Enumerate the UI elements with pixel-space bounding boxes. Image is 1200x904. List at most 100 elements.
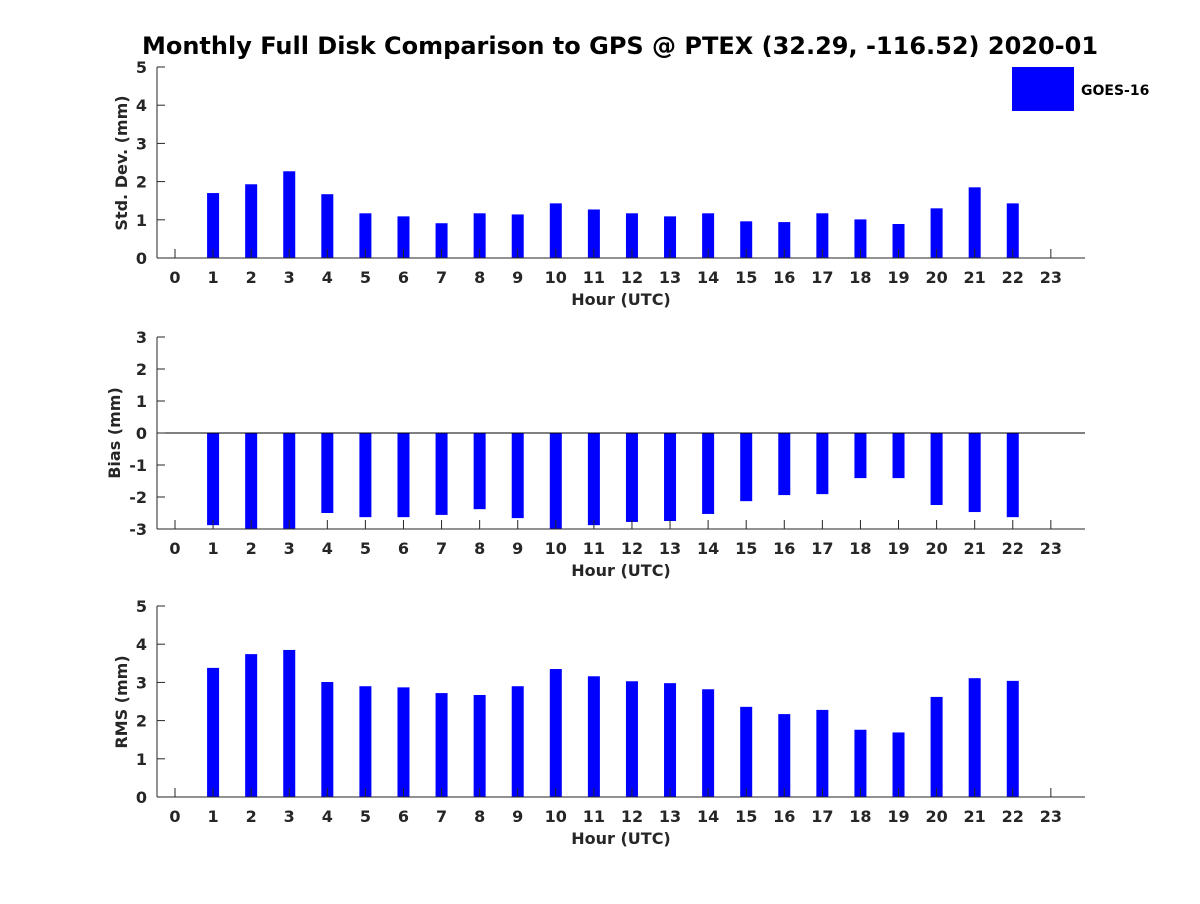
x-tick-label: 1 bbox=[208, 807, 219, 826]
bar-hour-3 bbox=[283, 433, 296, 529]
x-tick-label: 21 bbox=[964, 539, 986, 558]
y-tick-label: 1 bbox=[136, 211, 147, 230]
y-tick-label: 0 bbox=[136, 249, 147, 268]
y-tick-label: 0 bbox=[136, 788, 147, 807]
x-tick-label: 15 bbox=[735, 807, 757, 826]
bar-hour-10 bbox=[549, 203, 562, 258]
bar-hour-21 bbox=[968, 433, 981, 513]
bar-hour-5 bbox=[359, 686, 372, 797]
legend-swatch bbox=[1012, 67, 1074, 111]
x-tick-label: 6 bbox=[398, 268, 409, 287]
bar-hour-3 bbox=[283, 171, 296, 258]
x-tick-label: 13 bbox=[659, 807, 681, 826]
bar-hour-15 bbox=[740, 706, 753, 797]
bar-hour-7 bbox=[435, 693, 448, 797]
x-tick-label: 16 bbox=[773, 539, 795, 558]
x-tick-label: 10 bbox=[545, 807, 567, 826]
bar-hour-17 bbox=[816, 709, 829, 797]
bar-hour-8 bbox=[473, 695, 486, 797]
bar-hour-17 bbox=[816, 433, 829, 495]
bar-hour-18 bbox=[854, 219, 867, 258]
y-tick-label: 2 bbox=[136, 173, 147, 192]
bar-hour-6 bbox=[397, 216, 410, 258]
x-tick-label: 7 bbox=[436, 539, 447, 558]
x-tick-label: 4 bbox=[322, 539, 333, 558]
bar-hour-6 bbox=[397, 433, 410, 518]
bar-hour-8 bbox=[473, 213, 486, 258]
bar-hour-9 bbox=[511, 686, 524, 797]
x-tick-label: 19 bbox=[887, 268, 909, 287]
x-tick-label: 7 bbox=[436, 268, 447, 287]
x-tick-label: 15 bbox=[735, 539, 757, 558]
x-tick-label: 18 bbox=[849, 807, 871, 826]
bar-hour-15 bbox=[740, 221, 753, 258]
x-tick-label: 11 bbox=[583, 539, 605, 558]
x-tick-label: 23 bbox=[1040, 807, 1062, 826]
x-tick-label: 11 bbox=[583, 268, 605, 287]
x-tick-label: 9 bbox=[512, 268, 523, 287]
bar-hour-20 bbox=[930, 208, 943, 258]
bar-hour-11 bbox=[587, 209, 600, 258]
x-tick-label: 22 bbox=[1002, 539, 1024, 558]
y-tick-label: 4 bbox=[136, 635, 147, 654]
x-tick-label: 7 bbox=[436, 807, 447, 826]
x-tick-label: 18 bbox=[849, 539, 871, 558]
x-tick-label: 12 bbox=[621, 268, 643, 287]
x-tick-label: 23 bbox=[1040, 539, 1062, 558]
x-tick-label: 5 bbox=[360, 807, 371, 826]
x-tick-label: 2 bbox=[246, 539, 257, 558]
x-tick-label: 22 bbox=[1002, 268, 1024, 287]
bar-hour-19 bbox=[892, 732, 905, 797]
bar-hour-13 bbox=[664, 433, 677, 521]
bar-hour-1 bbox=[207, 433, 220, 526]
x-tick-label: 8 bbox=[474, 539, 485, 558]
x-tick-label: 5 bbox=[360, 268, 371, 287]
x-tick-label: 14 bbox=[697, 807, 719, 826]
x-tick-label: 2 bbox=[246, 807, 257, 826]
x-tick-label: 4 bbox=[322, 807, 333, 826]
bar-hour-3 bbox=[283, 649, 296, 797]
bar-hour-2 bbox=[245, 184, 258, 258]
bar-hour-9 bbox=[511, 214, 524, 258]
y-tick-label: 5 bbox=[136, 58, 147, 77]
bar-hour-16 bbox=[778, 433, 791, 496]
x-tick-label: 1 bbox=[208, 539, 219, 558]
bar-hour-21 bbox=[968, 678, 981, 797]
bar-hour-14 bbox=[702, 213, 715, 258]
bar-hour-12 bbox=[625, 433, 638, 522]
bar-hour-4 bbox=[321, 194, 334, 258]
y-axis-label: RMS (mm) bbox=[112, 655, 131, 748]
y-tick-label: 3 bbox=[136, 328, 147, 347]
x-axis-label: Hour (UTC) bbox=[571, 829, 671, 848]
x-tick-label: 12 bbox=[621, 807, 643, 826]
x-tick-label: 3 bbox=[284, 539, 295, 558]
y-tick-label: 4 bbox=[136, 96, 147, 115]
bar-hour-21 bbox=[968, 187, 981, 258]
x-tick-label: 10 bbox=[545, 268, 567, 287]
x-tick-label: 9 bbox=[512, 539, 523, 558]
bar-hour-15 bbox=[740, 433, 753, 502]
bar-hour-14 bbox=[702, 689, 715, 797]
bar-hour-16 bbox=[778, 222, 791, 258]
x-tick-label: 20 bbox=[925, 268, 947, 287]
x-tick-label: 21 bbox=[964, 807, 986, 826]
bar-hour-20 bbox=[930, 696, 943, 797]
x-tick-label: 6 bbox=[398, 539, 409, 558]
bar-hour-19 bbox=[892, 433, 905, 479]
bar-hour-22 bbox=[1006, 680, 1019, 797]
bar-hour-10 bbox=[549, 433, 562, 529]
x-tick-label: 6 bbox=[398, 807, 409, 826]
x-tick-label: 2 bbox=[246, 268, 257, 287]
x-tick-label: 12 bbox=[621, 539, 643, 558]
y-tick-label: 1 bbox=[136, 392, 147, 411]
x-axis-label: Hour (UTC) bbox=[571, 290, 671, 309]
x-tick-label: 3 bbox=[284, 268, 295, 287]
bar-hour-18 bbox=[854, 729, 867, 797]
x-tick-label: 17 bbox=[811, 539, 833, 558]
x-tick-label: 0 bbox=[169, 268, 180, 287]
x-tick-label: 1 bbox=[208, 268, 219, 287]
